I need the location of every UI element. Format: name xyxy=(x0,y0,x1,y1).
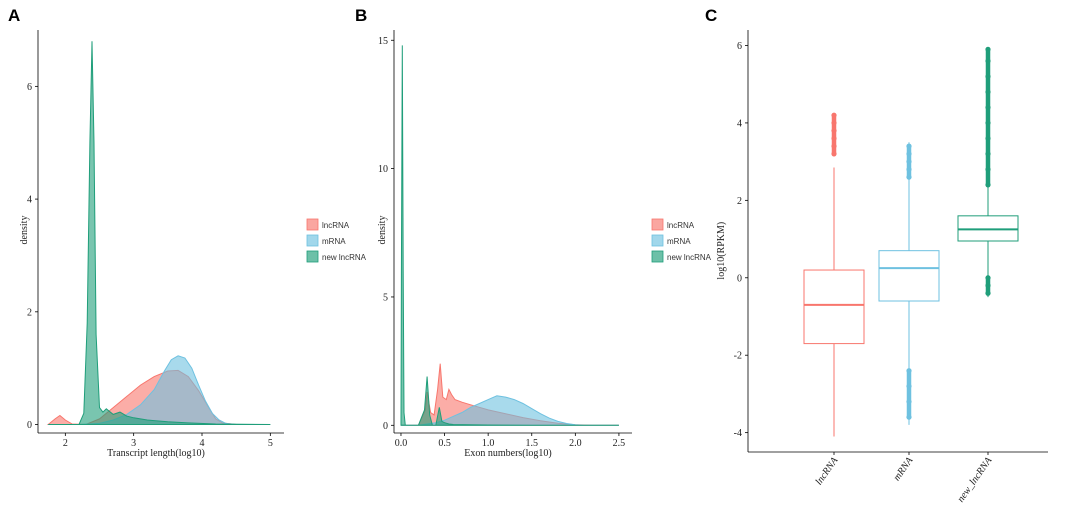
legend-label-mrna: mRNA xyxy=(667,237,691,246)
density-area-new-lncrna xyxy=(400,45,619,426)
legend-key-lncrna xyxy=(306,218,319,231)
y-tick-label: 2 xyxy=(737,196,742,207)
x-tick-label: 1.5 xyxy=(525,438,538,449)
y-axis-title: log10(RPKM) xyxy=(716,222,727,280)
x-tick-label: 4 xyxy=(200,438,205,449)
box-lncrna xyxy=(803,269,865,345)
legend-key-new-lncrna xyxy=(651,250,664,263)
y-tick-label: 0 xyxy=(383,421,388,432)
x-tick-label: 2.0 xyxy=(569,438,582,449)
x-category-label-mrna: mRNA xyxy=(891,455,915,483)
y-tick-label: 4 xyxy=(737,118,742,129)
legend-key-lncrna xyxy=(651,218,664,231)
legend-label-new-lncrna: new lncRNA xyxy=(667,253,712,262)
y-tick-label: 10 xyxy=(378,164,388,175)
legend-key-mrna xyxy=(651,234,664,247)
y-tick-label: 5 xyxy=(383,292,388,303)
density-area-mrna xyxy=(48,355,271,425)
x-category-label-new-lncrna: new_lncRNA xyxy=(955,455,994,505)
legend-label-lncrna: lncRNA xyxy=(667,221,695,230)
y-tick-label: 0 xyxy=(27,420,32,431)
y-tick-label: 2 xyxy=(27,307,32,318)
y-tick-label: 6 xyxy=(27,82,32,93)
x-tick-label: 0.5 xyxy=(438,438,451,449)
x-tick-label: 5 xyxy=(268,438,273,449)
y-axis-title: density xyxy=(19,216,30,245)
x-tick-label: 0.0 xyxy=(395,438,408,449)
legend-label-new-lncrna: new lncRNA xyxy=(322,253,367,262)
x-axis-title: Transcript length(log10) xyxy=(107,448,205,459)
panel-a-density-plot: 0 2 4 6 2 3 4 5 Transcript length(log10) density l… xyxy=(19,30,367,459)
y-tick-label: -4 xyxy=(734,428,742,439)
panel-letter-a: A xyxy=(8,6,20,25)
y-tick-label: 0 xyxy=(737,273,742,284)
x-tick-label: 2 xyxy=(63,438,68,449)
x-axis-title: Exon numbers(log10) xyxy=(464,448,552,459)
legend-key-new-lncrna xyxy=(306,250,319,263)
x-category-label-lncrna: lncRNA xyxy=(814,455,841,488)
legend-key-mrna xyxy=(306,234,319,247)
y-tick-label: 15 xyxy=(378,36,388,47)
panel-letter-c: C xyxy=(705,6,717,25)
y-tick-label: 6 xyxy=(737,41,742,52)
y-tick-label: -2 xyxy=(734,351,742,362)
panel-letter-b: B xyxy=(355,6,367,25)
panel-c-boxplot: lncRNA mRNA new_lncRNA -4 -2 0 2 4 6 log10(RPKM) xyxy=(716,30,1048,504)
panel-b-density-plot: 0 5 10 15 0.0 0.5 1.0 1.5 2.0 2.5 Exon numbers(log… xyxy=(377,30,712,459)
x-tick-label: 3 xyxy=(131,438,136,449)
x-tick-label: 1.0 xyxy=(482,438,495,449)
legend-label-lncrna: lncRNA xyxy=(322,221,350,230)
y-tick-label: 4 xyxy=(27,195,32,206)
box-mrna xyxy=(878,250,940,302)
x-tick-label: 2.5 xyxy=(613,438,626,449)
y-axis-title: density xyxy=(377,216,388,245)
legend-label-mrna: mRNA xyxy=(322,237,346,246)
density-area-new-lncrna xyxy=(48,41,271,425)
